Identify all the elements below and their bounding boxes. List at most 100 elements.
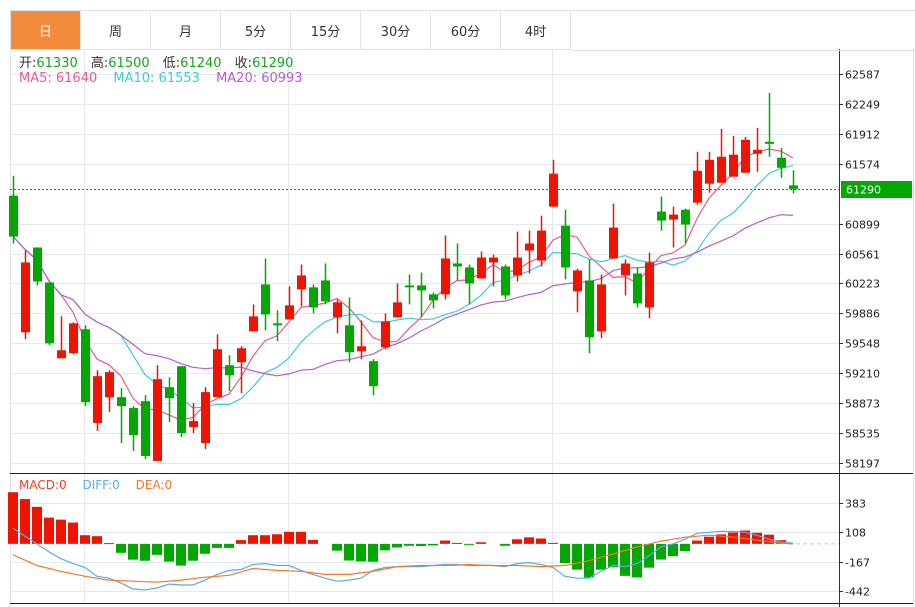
open-label: 开: [19, 56, 37, 71]
macd-bar [212, 543, 222, 548]
open-value: 61330 [36, 56, 78, 71]
candle-body [177, 366, 186, 434]
candle-body [633, 273, 642, 304]
macd-bar [656, 543, 666, 560]
candle-body [117, 397, 126, 407]
candle-up [477, 251, 486, 279]
ohlc-legend: 开:61330 高:61500 低:61240 收:61290 [19, 52, 302, 71]
macd-bar [608, 543, 618, 568]
candle-down [501, 264, 510, 300]
candle-body [357, 346, 366, 352]
candle-body [441, 258, 450, 295]
candle-down [453, 243, 462, 281]
candle-down [585, 259, 594, 354]
candle-down [321, 263, 330, 305]
close-value: 61290 [252, 56, 294, 71]
macd-bar [140, 543, 150, 561]
candle-body [765, 141, 774, 144]
candle-body [537, 230, 546, 261]
candle-body [705, 159, 714, 184]
candle-down [81, 325, 90, 407]
macd-bar [716, 534, 726, 544]
tab-30min[interactable]: 30分 [361, 11, 431, 50]
macd-bar [548, 542, 558, 544]
tab-5min[interactable]: 5分 [221, 11, 291, 50]
macd-bar [368, 543, 378, 562]
candle-body [213, 349, 222, 398]
tab-month[interactable]: 月 [151, 11, 221, 50]
macd-bar [308, 539, 318, 544]
candle-body [741, 139, 750, 173]
candle-body [657, 211, 666, 221]
ma20-value: MA20: 60993 [216, 71, 303, 86]
macd-bar [128, 543, 138, 560]
macd-bar [404, 543, 414, 546]
candle-body [237, 348, 246, 363]
macd-bar [44, 517, 54, 544]
candle-body [789, 185, 798, 189]
macd-bar [440, 540, 450, 544]
candle-body [417, 285, 426, 291]
macd-tick-label: 108 [845, 527, 866, 540]
candle-down [165, 377, 174, 423]
macd-bar [476, 542, 486, 544]
price-tick-label: 58873 [845, 398, 880, 411]
candle-body [585, 280, 594, 338]
macd-axis: 383 108 -167 -442 [839, 498, 870, 599]
candle-down [465, 264, 474, 305]
macd-bar [224, 543, 234, 548]
macd-bar [416, 543, 426, 547]
candle-body [321, 280, 330, 302]
dea-line [12, 534, 794, 583]
current-price-box [841, 181, 912, 198]
ma-legend: MA5: 61640 MA10: 61553 MA20: 60993 [19, 71, 303, 86]
candle-down [309, 284, 318, 314]
price-tick-label: 62249 [845, 99, 880, 112]
macd-tick-label: -442 [845, 586, 870, 599]
candle-down [129, 406, 138, 451]
candle-up [741, 136, 750, 173]
macd-bar [56, 519, 66, 544]
price-tick-label: 61574 [845, 159, 880, 172]
candle-body [93, 376, 102, 424]
high-label: 高: [90, 56, 109, 71]
macd-bar [296, 531, 306, 544]
period-tabs: 日 周 月 5分 15分 30分 60分 4时 [10, 10, 571, 50]
price-tick-label: 60561 [845, 249, 880, 262]
grid [10, 49, 914, 607]
candle-down [657, 196, 666, 231]
candle-body [501, 266, 510, 296]
price-tick-label: 58535 [845, 428, 880, 441]
macd-bar [680, 543, 690, 551]
tab-15min[interactable]: 15分 [291, 11, 361, 50]
price-tick-label: 59886 [845, 308, 880, 321]
tab-day[interactable]: 日 [11, 11, 81, 50]
macd-bar [116, 543, 126, 553]
candle-body [717, 156, 726, 183]
macd-tick-label: 383 [845, 498, 866, 511]
candle-body [621, 263, 630, 276]
macd-bar [104, 543, 114, 545]
tab-60min[interactable]: 60分 [431, 11, 501, 50]
candle-down [405, 274, 414, 305]
candle-up [381, 313, 390, 350]
tab-4hour[interactable]: 4时 [501, 11, 571, 50]
candle-body [405, 285, 414, 288]
candle-body [453, 263, 462, 267]
macd-bar [500, 543, 510, 546]
candle-down [345, 297, 354, 363]
tab-week[interactable]: 周 [81, 11, 151, 50]
macd-bar [188, 543, 198, 561]
candle-up [105, 370, 114, 413]
current-price-label: 61290 [846, 184, 881, 197]
macd-bar [512, 539, 522, 544]
macd-bar [68, 522, 78, 544]
ma20-line [12, 214, 794, 377]
macd-bar [536, 538, 546, 544]
macd-bar [692, 540, 702, 544]
candle-down [417, 272, 426, 318]
candle-body [309, 287, 318, 308]
candle-up [621, 259, 630, 296]
candle-body [69, 323, 78, 354]
